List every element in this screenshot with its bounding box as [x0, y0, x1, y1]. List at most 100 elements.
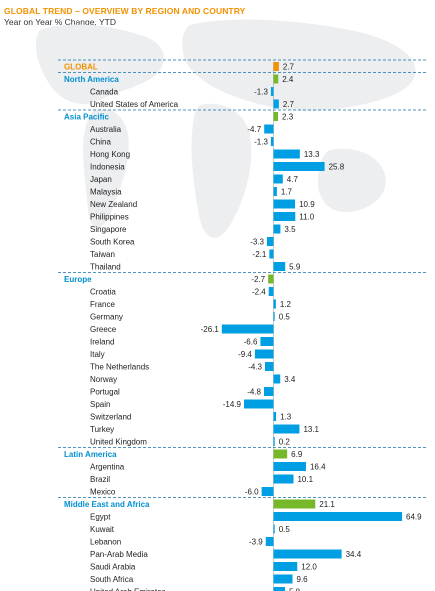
row-philippines: Philippines 11.0 — [90, 212, 315, 222]
value-label: 13.3 — [304, 150, 320, 159]
category-label: Thailand — [90, 263, 121, 272]
chart-rows: GLOBAL 2.7 North America 2.4 Canada -1.3 Unite… — [58, 59, 428, 591]
bar-middle-east-and-africa — [273, 499, 316, 509]
value-label: 0.2 — [279, 438, 291, 447]
category-label: Croatia — [90, 288, 116, 297]
bar-argentina — [273, 462, 306, 471]
bar-china — [270, 137, 274, 146]
value-label: 2.3 — [282, 113, 294, 122]
row-canada: Canada -1.3 — [90, 87, 274, 97]
category-label: Middle East and Africa — [64, 500, 150, 509]
category-label: Ireland — [90, 338, 114, 347]
value-label: 21.1 — [319, 500, 335, 509]
bar-global — [273, 62, 279, 71]
bar-malaysia — [273, 187, 277, 196]
bar-indonesia — [273, 162, 325, 171]
row-asia-pacific: Asia Pacific 2.3 — [58, 109, 428, 122]
row-saudi-arabia: Saudi Arabia 12.0 — [90, 562, 317, 572]
row-south-korea: South Korea -3.3 — [90, 237, 274, 247]
row-france: France 1.2 — [90, 299, 292, 309]
value-label: -2.4 — [252, 288, 266, 297]
bar-spain — [243, 399, 274, 409]
category-label: Asia Pacific — [64, 113, 109, 122]
bar-germany — [273, 312, 275, 321]
row-middle-east-and-africa: Middle East and Africa 21.1 — [58, 497, 428, 509]
category-label: United States of America — [90, 100, 179, 109]
row-taiwan: Taiwan -2.1 — [90, 249, 274, 259]
bar-japan — [273, 174, 283, 184]
value-label: -3.9 — [249, 538, 263, 547]
row-china: China -1.3 — [90, 137, 274, 147]
category-label: Australia — [90, 125, 122, 134]
value-label: 12.0 — [301, 563, 317, 572]
value-label: 3.4 — [284, 375, 296, 384]
category-label: North America — [64, 75, 119, 84]
category-label: New Zealand — [90, 200, 137, 209]
value-label: -2.1 — [253, 250, 267, 259]
bar-mexico — [261, 487, 274, 496]
value-label: 10.1 — [297, 475, 313, 484]
bar-australia — [264, 124, 274, 134]
value-label: -4.3 — [248, 363, 262, 372]
value-label: 6.9 — [291, 450, 303, 459]
value-label: 13.1 — [303, 425, 319, 434]
bar-united-kingdom — [273, 437, 275, 446]
row-egypt: Egypt 64.9 — [90, 512, 422, 522]
value-label: 1.2 — [280, 300, 292, 309]
row-japan: Japan 4.7 — [90, 174, 298, 184]
row-europe: Europe -2.7 — [58, 272, 428, 284]
row-malaysia: Malaysia 1.7 — [90, 187, 293, 197]
bar-saudi-arabia — [273, 562, 298, 571]
value-label: 64.9 — [406, 513, 422, 522]
category-label: Indonesia — [90, 163, 125, 172]
value-label: 2.7 — [283, 63, 295, 72]
value-label: -2.7 — [251, 275, 265, 284]
bar-europe — [268, 274, 274, 284]
row-germany: Germany 0.5 — [90, 312, 290, 322]
value-label: 10.9 — [299, 200, 315, 209]
bar-france — [273, 299, 276, 309]
category-label: The Netherlands — [90, 363, 149, 372]
category-label: Greece — [90, 325, 117, 334]
category-label: Malaysia — [90, 188, 122, 197]
value-label: -1.3 — [254, 88, 268, 97]
row-argentina: Argentina 16.4 — [90, 462, 326, 472]
chart-subtitle: Year on Year % Change, YTD — [4, 17, 116, 27]
row-thailand: Thailand 5.9 — [90, 262, 301, 272]
category-label: United Arab Emirates — [90, 588, 166, 591]
value-label: -6.6 — [244, 338, 258, 347]
row-australia: Australia -4.7 — [90, 124, 274, 134]
row-switzerland: Switzerland 1.3 — [90, 412, 292, 422]
category-label: Canada — [90, 88, 119, 97]
bar-latin-america — [273, 449, 288, 459]
bar-greece — [221, 324, 274, 334]
category-label: Italy — [90, 350, 105, 359]
row-indonesia: Indonesia 25.8 — [90, 162, 345, 172]
row-lebanon: Lebanon -3.9 — [90, 537, 274, 547]
category-label: Germany — [90, 313, 123, 322]
bar-kuwait — [273, 524, 275, 534]
category-label: GLOBAL — [64, 63, 98, 72]
category-label: South Korea — [90, 238, 135, 247]
bar-philippines — [273, 212, 296, 221]
world-map-background — [35, 19, 416, 238]
bar-singapore — [273, 224, 281, 234]
category-label: Switzerland — [90, 413, 131, 422]
value-label: 2.4 — [282, 75, 294, 84]
bar-croatia — [268, 287, 274, 296]
category-label: Taiwan — [90, 250, 115, 259]
value-label: 16.4 — [310, 463, 326, 472]
category-label: Portugal — [90, 388, 120, 397]
category-label: Mexico — [90, 488, 116, 497]
category-label: South Africa — [90, 575, 134, 584]
bar-turkey — [273, 424, 300, 434]
value-label: 9.6 — [297, 575, 309, 584]
bar-brazil — [273, 474, 294, 484]
bar-pan-arab-media — [273, 549, 342, 559]
bar-lebanon — [265, 537, 274, 546]
category-label: Japan — [90, 175, 112, 184]
row-hong-kong: Hong Kong 13.3 — [90, 149, 320, 159]
value-label: -26.1 — [201, 325, 220, 334]
row-united-kingdom: United Kingdom 0.2 — [90, 437, 290, 447]
